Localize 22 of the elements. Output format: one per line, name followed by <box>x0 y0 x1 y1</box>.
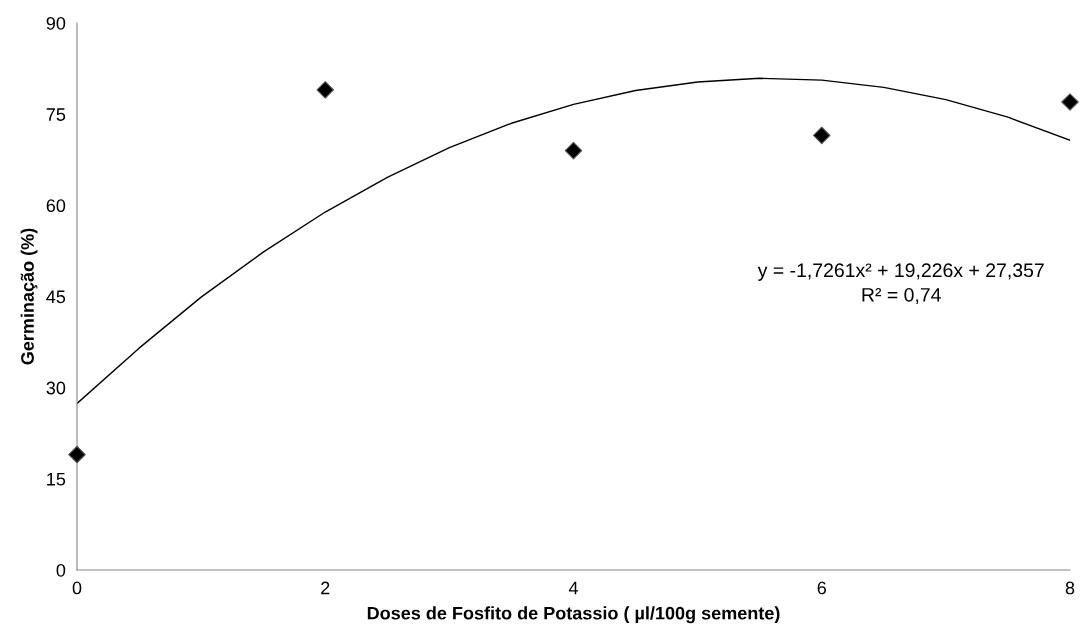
line-series <box>77 77 1070 405</box>
y-tick-label: 0 <box>56 563 66 577</box>
x-tick-label: 4 <box>568 581 578 595</box>
annotation: R² = 0,74 <box>862 287 941 305</box>
y-tick-label: 60 <box>46 199 66 213</box>
x-tick-label: 0 <box>72 581 82 595</box>
x-tick-label: 2 <box>321 581 330 595</box>
y-tick-label: 30 <box>46 381 66 395</box>
point <box>68 445 86 464</box>
y-axis-title: Germinação (%) <box>20 228 38 365</box>
x-tick-label: 8 <box>1065 581 1075 595</box>
x-tick-label: 6 <box>817 581 826 595</box>
y-tick-label: 90 <box>46 16 66 30</box>
point <box>1061 93 1079 111</box>
annotation: y = -1,7261x² + 19,226x + 27,357 <box>757 263 1044 281</box>
point <box>812 126 831 145</box>
point <box>564 141 583 160</box>
y-tick-label: 45 <box>46 290 66 304</box>
x-axis-title: Doses de Fosfito de Potassio ( µl/100g semente) <box>367 606 780 624</box>
y-tick-label: 15 <box>47 472 66 486</box>
y-tick-label: 75 <box>46 108 66 121</box>
point <box>316 81 335 99</box>
